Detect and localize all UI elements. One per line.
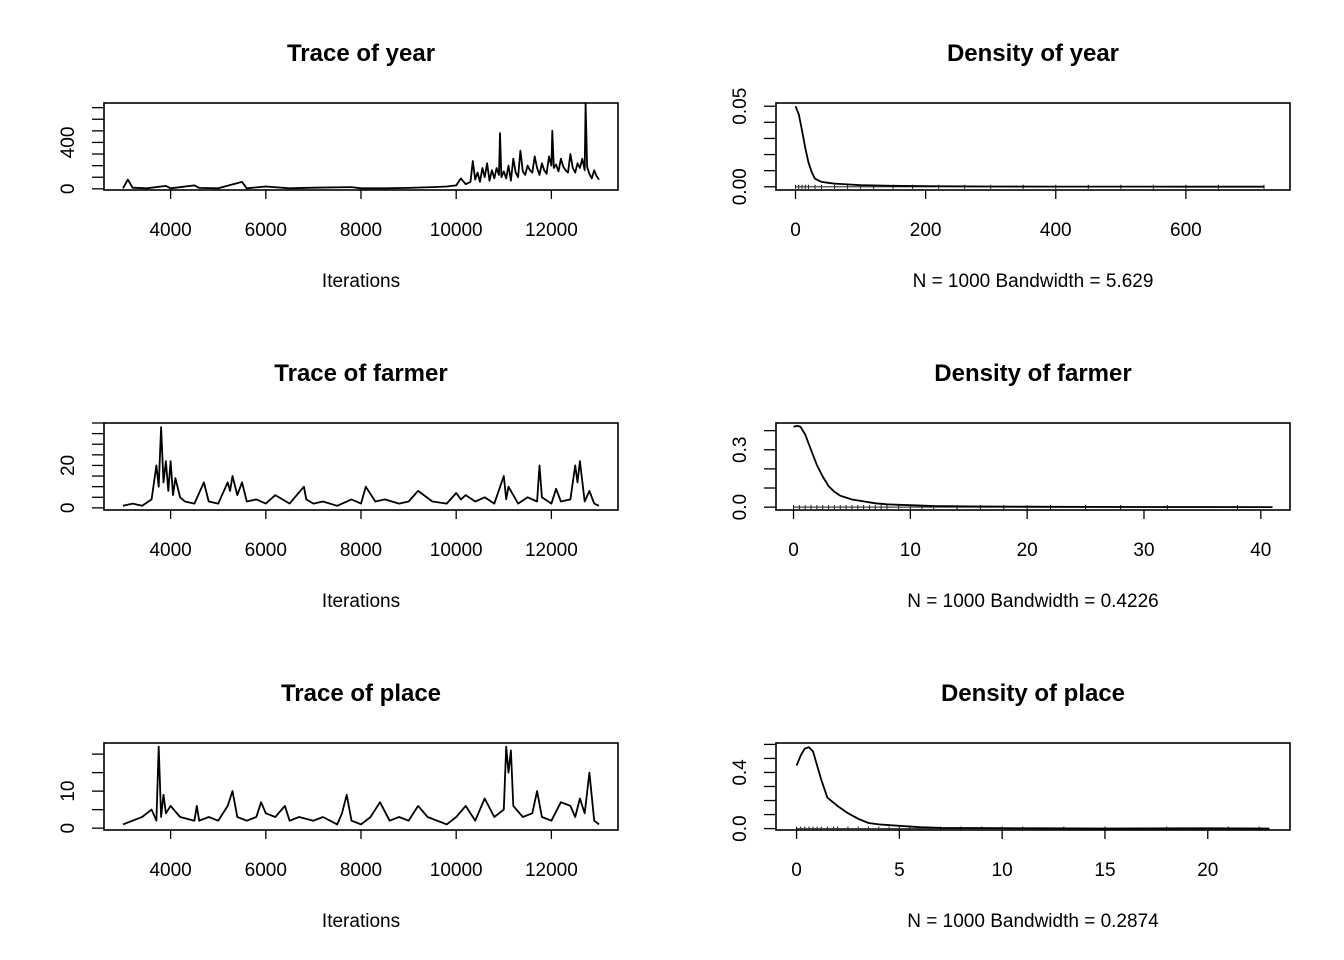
- x-tick-label: 10000: [430, 540, 483, 561]
- x-tick-label: 20: [1197, 860, 1218, 881]
- y-tick-label: 0: [58, 184, 79, 195]
- density-farmer-frame: [775, 422, 1291, 511]
- density-farmer-series-line: [793, 424, 1273, 509]
- density-year-series-line: [794, 105, 1264, 188]
- y-tick-label: 0: [58, 503, 79, 514]
- density-year-xlabel: N = 1000 Bandwidth = 5.629: [913, 271, 1154, 292]
- density-year-title: Density of year: [947, 40, 1119, 67]
- trace-place-title: Trace of place: [281, 680, 441, 707]
- x-tick-label: 15: [1094, 860, 1115, 881]
- x-tick-label: 12000: [525, 860, 578, 881]
- x-tick-label: 0: [788, 540, 799, 561]
- x-tick-label: 12000: [525, 540, 578, 561]
- density-farmer-xlabel: N = 1000 Bandwidth = 0.4226: [907, 591, 1158, 612]
- density-place-title: Density of place: [941, 680, 1125, 707]
- x-tick-label: 30: [1133, 540, 1154, 561]
- x-tick-label: 4000: [149, 860, 191, 881]
- y-tick-label: 10: [58, 781, 79, 802]
- x-tick-label: 6000: [245, 540, 287, 561]
- x-tick-label: 4000: [149, 220, 191, 241]
- trace-year-xlabel: Iterations: [322, 271, 400, 292]
- density-year-frame: [775, 102, 1291, 191]
- y-tick-label: 0.4: [730, 759, 751, 786]
- x-tick-label: 10000: [430, 220, 483, 241]
- x-tick-label: 4000: [149, 540, 191, 561]
- y-tick-label: 0: [58, 823, 79, 834]
- x-tick-label: 8000: [340, 540, 382, 561]
- x-tick-label: 10: [992, 860, 1013, 881]
- y-tick-label: 20: [58, 455, 79, 476]
- trace-farmer-frame: [103, 422, 619, 511]
- x-tick-label: 6000: [245, 220, 287, 241]
- x-tick-label: 200: [910, 220, 942, 241]
- x-tick-label: 8000: [340, 860, 382, 881]
- x-tick-label: 6000: [245, 860, 287, 881]
- y-tick-label: 400: [58, 127, 79, 159]
- density-farmer-title: Density of farmer: [934, 360, 1131, 387]
- trace-farmer-title: Trace of farmer: [274, 360, 447, 387]
- x-tick-label: 10: [900, 540, 921, 561]
- y-tick-label: 0.0: [730, 815, 751, 841]
- density-year-panel: Density of year 0 200 400 600 0.00 0.05 N = 100…: [730, 40, 1291, 292]
- x-tick-label: 0: [790, 220, 801, 241]
- trace-farmer-series-line: [122, 426, 600, 507]
- x-tick-label: 600: [1170, 220, 1202, 241]
- x-tick-label: 0: [791, 860, 802, 881]
- density-place-xlabel: N = 1000 Bandwidth = 0.2874: [907, 911, 1159, 932]
- trace-year-panel: Trace of year 4000 6000 8000 10000 12000 0 400 I…: [58, 40, 619, 292]
- trace-place-xlabel: Iterations: [322, 911, 400, 932]
- density-place-series-line: [795, 746, 1270, 830]
- trace-year-frame: [103, 102, 619, 191]
- density-place-panel: Density of place 0 5 10 15 20 0.0 0.4 N = 1000 B…: [730, 680, 1291, 932]
- trace-year-title: Trace of year: [287, 40, 435, 67]
- density-farmer-panel: Density of farmer 0 10 20 30 40 0.0 0.3 N = 1000…: [730, 360, 1291, 612]
- x-tick-label: 12000: [525, 220, 578, 241]
- y-tick-label: 0.3: [730, 437, 751, 463]
- x-tick-label: 8000: [340, 220, 382, 241]
- x-tick-label: 40: [1250, 540, 1271, 561]
- y-tick-label: 0.00: [730, 168, 751, 205]
- x-tick-label: 5: [894, 860, 905, 881]
- x-tick-label: 10000: [430, 860, 483, 881]
- y-tick-label: 0.0: [730, 494, 751, 520]
- y-tick-label: 0.05: [730, 88, 751, 125]
- trace-year-series-line: [122, 102, 600, 190]
- x-tick-label: 400: [1040, 220, 1072, 241]
- trace-place-series-line: [122, 745, 600, 826]
- trace-farmer-panel: Trace of farmer 4000 6000 8000 10000 12000 0 20…: [58, 360, 619, 612]
- trace-place-panel: Trace of place 4000 6000 8000 10000 12000 0 10 I…: [58, 680, 619, 932]
- x-tick-label: 20: [1017, 540, 1038, 561]
- trace-farmer-xlabel: Iterations: [322, 591, 400, 612]
